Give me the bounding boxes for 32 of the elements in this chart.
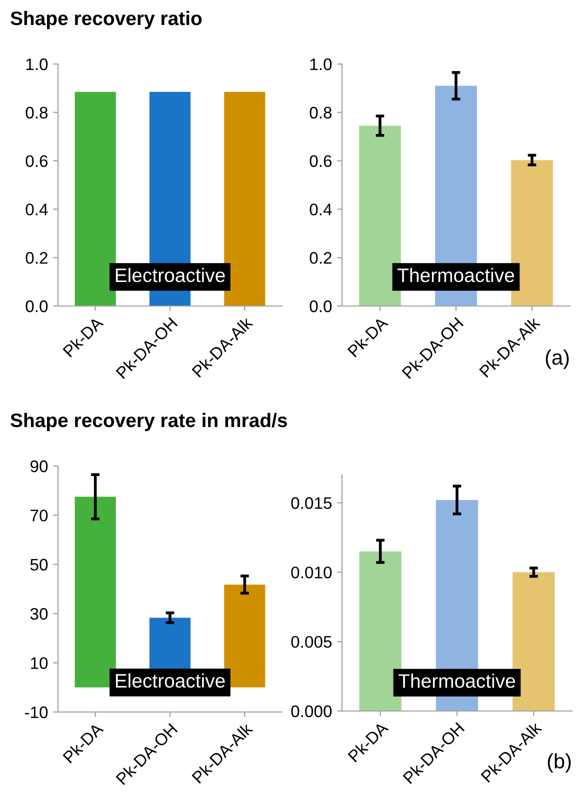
- y-tick-label: -10: [24, 706, 48, 718]
- y-tick-label: 1.0: [26, 58, 48, 70]
- y-tick-label: 0.4: [310, 204, 332, 216]
- annotation: Electroactive: [116, 673, 225, 688]
- y-tick-label: 1.0: [310, 58, 332, 70]
- y-tick-label: 0.6: [26, 155, 48, 168]
- chart-title: Shape recovery ratio: [10, 10, 202, 30]
- y-tick-label: 0.015: [291, 497, 332, 509]
- y-tick-label: 10: [31, 657, 48, 670]
- annotation: Thermoactive: [398, 674, 516, 688]
- y-tick-label: 70: [30, 510, 48, 522]
- y-tick-label: 0.8: [310, 106, 332, 119]
- y-tick-label: 0.4: [26, 204, 48, 216]
- y-tick-label: 0.005: [291, 636, 332, 648]
- chart-title: Shape recovery rate in mrad/s: [10, 412, 287, 432]
- annotation: Thermoactive: [398, 268, 514, 282]
- y-tick-label: 30: [30, 608, 48, 620]
- y-tick-label: 0.8: [26, 106, 48, 119]
- y-tick-label: 0.6: [310, 155, 332, 168]
- y-tick-label: 90: [30, 460, 48, 472]
- y-tick-label: 0.010: [291, 566, 332, 578]
- y-tick-label: 50: [30, 558, 48, 571]
- y-tick-label: 0.000: [291, 705, 332, 718]
- text: (b): [548, 753, 571, 773]
- annotation: Electroactive: [116, 268, 225, 282]
- text: (a): [546, 350, 569, 369]
- bar: [224, 584, 266, 688]
- y-tick-label: 0.0: [26, 300, 48, 312]
- y-tick-label: 0.0: [310, 300, 332, 312]
- y-tick-label: 0.2: [26, 252, 48, 264]
- y-tick-label: 0.2: [310, 252, 332, 264]
- bar: [74, 496, 116, 688]
